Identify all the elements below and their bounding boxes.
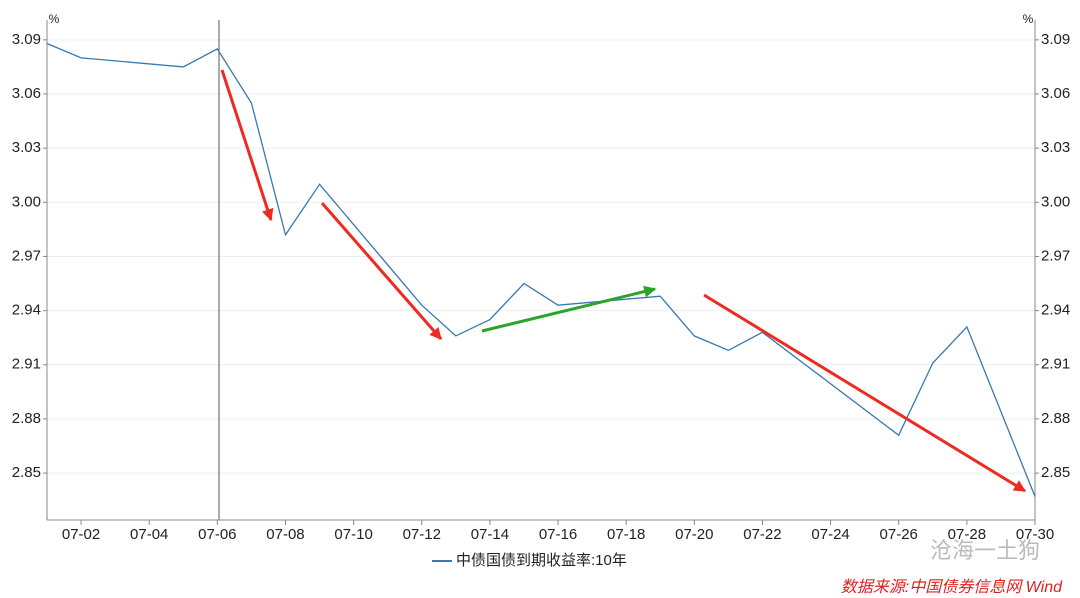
legend-label: 中债国债到期收益率:10年 — [456, 552, 627, 569]
x-tick-label: 07-24 — [811, 526, 849, 543]
y2-tick-label: 2.97 — [1041, 247, 1070, 264]
x-tick-label: 07-28 — [948, 526, 986, 543]
arrow — [481, 285, 657, 333]
y-tick-label: 2.94 — [12, 302, 41, 319]
x-tick-label: 07-02 — [62, 526, 100, 543]
x-tick-label: 07-30 — [1016, 526, 1054, 543]
unit-left: % — [49, 12, 60, 26]
y2-tick-label: 2.91 — [1041, 356, 1070, 373]
y-tick-label: 3.03 — [12, 139, 41, 156]
y-tick-label: 3.06 — [12, 85, 41, 102]
y-tick-label: 2.97 — [12, 247, 41, 264]
trend-arrows — [220, 69, 1027, 493]
y2-tick-label: 3.09 — [1041, 31, 1070, 48]
y2-tick-label: 3.06 — [1041, 85, 1070, 102]
x-tick-label: 07-12 — [403, 526, 441, 543]
x-tick-label: 07-14 — [471, 526, 509, 543]
y2-tick-label: 2.85 — [1041, 464, 1070, 481]
arrow — [703, 293, 1027, 493]
arrow — [220, 69, 274, 222]
y-tick-label: 3.09 — [12, 31, 41, 48]
x-tick-label: 07-26 — [880, 526, 918, 543]
x-tick-label: 07-04 — [130, 526, 168, 543]
x-tick-label: 07-08 — [266, 526, 304, 543]
x-tick-label: 07-16 — [539, 526, 577, 543]
x-tick-label: 07-18 — [607, 526, 645, 543]
y2-tick-label: 3.03 — [1041, 139, 1070, 156]
series-line — [46, 42, 1036, 497]
y2-tick-label: 3.00 — [1041, 193, 1070, 210]
source: 数据来源:中国债券信息网 Wind — [841, 578, 1063, 596]
y-tick-label: 2.88 — [12, 410, 41, 427]
y-tick-label: 3.00 — [12, 193, 41, 210]
y-tick-label: 2.85 — [12, 464, 41, 481]
y2-tick-label: 2.94 — [1041, 302, 1070, 319]
arrow — [320, 202, 443, 340]
x-tick-label: 07-06 — [198, 526, 236, 543]
x-tick-label: 07-10 — [334, 526, 372, 543]
y2-tick-label: 2.88 — [1041, 410, 1070, 427]
x-tick-label: 07-22 — [743, 526, 781, 543]
y-tick-label: 2.91 — [12, 356, 41, 373]
unit-right: % — [1023, 12, 1034, 26]
watermark: 沧海一土狗 — [930, 538, 1040, 563]
x-tick-label: 07-20 — [675, 526, 713, 543]
